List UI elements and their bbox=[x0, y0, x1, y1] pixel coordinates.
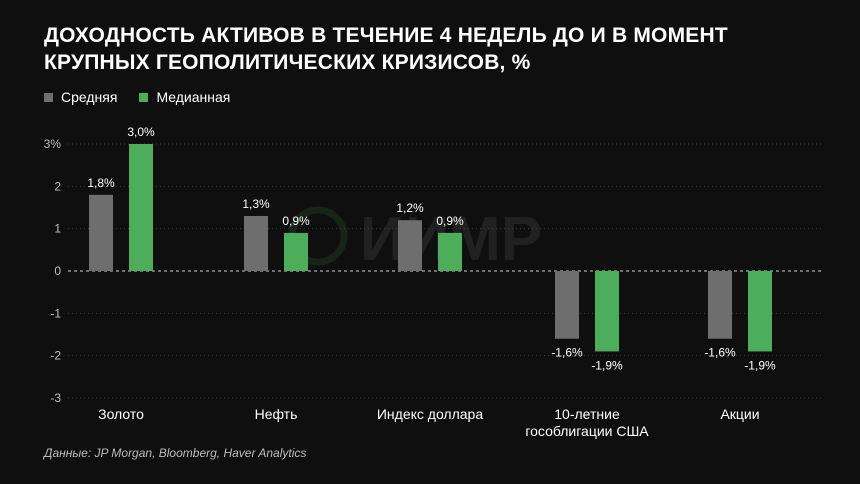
legend-item-median: Медианная bbox=[139, 89, 230, 105]
y-tick-label: 2 bbox=[54, 179, 61, 193]
x-tick-label: Нефть bbox=[255, 406, 298, 422]
legend-label-median: Медианная bbox=[156, 89, 231, 105]
chart-title: ДОХОДНОСТЬ АКТИВОВ В ТЕЧЕНИЕ 4 НЕДЕЛЬ ДО… bbox=[44, 24, 728, 74]
x-tick-label: гособлигации США bbox=[525, 423, 649, 439]
data-label: -1,6% bbox=[704, 346, 736, 360]
data-label: 0,9% bbox=[282, 214, 310, 228]
legend-swatch-average bbox=[44, 92, 53, 102]
bar-median bbox=[438, 232, 462, 271]
bar-median bbox=[595, 271, 619, 352]
x-tick-label: Индекс доллара bbox=[377, 406, 483, 422]
x-tick-label: 10-летние bbox=[554, 406, 620, 422]
legend-label-average: Средняя bbox=[61, 89, 118, 105]
y-tick-label: 3% bbox=[44, 137, 62, 151]
legend-swatch-median bbox=[139, 92, 149, 102]
bar-average bbox=[555, 271, 579, 339]
bar-median bbox=[129, 144, 153, 271]
y-tick-label: -1 bbox=[50, 306, 61, 320]
y-tick-label: -3 bbox=[50, 391, 61, 405]
bar-average bbox=[89, 194, 113, 271]
data-label: 1,8% bbox=[87, 176, 115, 190]
legend: Средняя Медианная bbox=[44, 89, 230, 105]
data-label: 3,0% bbox=[127, 125, 155, 139]
bar-average bbox=[244, 215, 268, 271]
bar-average bbox=[398, 220, 422, 271]
data-label: -1,9% bbox=[744, 358, 776, 372]
y-tick-label: 0 bbox=[54, 264, 61, 278]
x-tick-label: Золото bbox=[98, 406, 144, 422]
y-tick-label: 1 bbox=[54, 222, 61, 236]
data-label: 0,9% bbox=[436, 214, 464, 228]
bar-average bbox=[708, 271, 732, 339]
source-note: Данные: JP Morgan, Bloomberg, Haver Anal… bbox=[44, 446, 307, 460]
data-label: 1,2% bbox=[396, 201, 424, 215]
y-tick-label: -2 bbox=[50, 349, 61, 363]
bar-median bbox=[284, 232, 308, 271]
bar-median bbox=[748, 271, 772, 352]
data-label: 1,3% bbox=[242, 197, 270, 211]
legend-item-average: Средняя bbox=[44, 89, 117, 105]
data-label: -1,6% bbox=[551, 346, 583, 360]
x-tick-label: Акции bbox=[720, 406, 759, 422]
data-label: -1,9% bbox=[591, 358, 623, 372]
